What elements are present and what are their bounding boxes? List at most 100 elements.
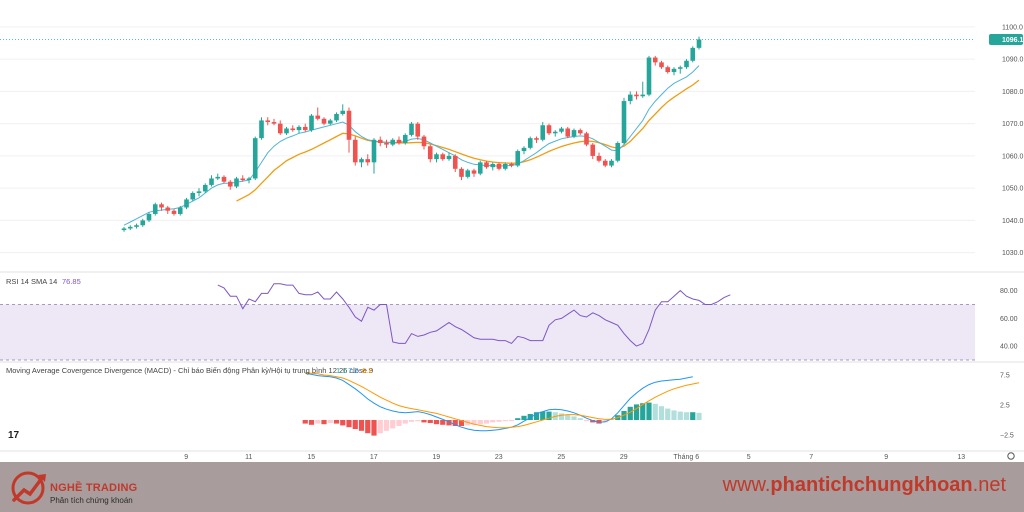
- rsi-tick-label: 40.00: [1000, 344, 1018, 351]
- candle-body: [152, 204, 158, 214]
- candle-body: [465, 170, 471, 177]
- rsi-value: 76.85: [62, 277, 81, 286]
- candle-body: [596, 155, 602, 161]
- macd-histogram-bar: [527, 414, 533, 420]
- macd-histogram-bar: [602, 420, 608, 423]
- macd-histogram-bar: [315, 420, 321, 424]
- macd-tick-label: −2.5: [1000, 433, 1014, 440]
- macd-histogram-bar: [471, 420, 477, 425]
- candle-body: [534, 138, 539, 140]
- macd-histogram-bar: [333, 420, 340, 424]
- candle-body: [302, 126, 308, 131]
- candle-body: [627, 94, 633, 102]
- candle-body: [177, 207, 183, 214]
- candle-body: [509, 163, 514, 166]
- candle-body: [265, 120, 271, 123]
- macd-histogram-bar: [477, 420, 483, 425]
- rsi-pane[interactable]: 40.00 60.00 80.00: [0, 283, 1024, 363]
- candle-body: [690, 47, 696, 61]
- rsi-tick-label: 60.00: [1000, 316, 1018, 323]
- macd-histogram-bar: [308, 420, 315, 425]
- x-tick-label: 9: [884, 454, 888, 461]
- price-pane[interactable]: 1030.0 1040.0 1050.0 1060.0 1070.0 1080.0 1090…: [0, 24, 1024, 273]
- settings-gear-icon[interactable]: [1007, 452, 1015, 460]
- candle-body: [234, 178, 239, 187]
- macd-histogram-bar: [558, 413, 565, 420]
- trading-logo-icon: [11, 471, 46, 505]
- x-tick-label: 29: [620, 454, 628, 461]
- footer-slogan: Phân tích chứng khoán: [50, 496, 133, 505]
- rsi-tick-label: 80.00: [1000, 288, 1018, 295]
- chart-canvas[interactable]: 1030.0 1040.0 1050.0 1060.0 1070.0 1080.0 1090…: [0, 0, 1024, 462]
- price-tick-label: 1030.0: [1002, 250, 1024, 257]
- candle-body: [321, 118, 327, 124]
- macd-histogram-bar: [408, 420, 415, 422]
- macd-histogram-bar: [427, 420, 433, 423]
- x-tick-label: 19: [432, 454, 440, 461]
- candle-body: [190, 192, 196, 200]
- candle-body: [202, 184, 208, 192]
- candle-body: [559, 128, 564, 132]
- candle-body: [671, 68, 677, 73]
- macd-histogram-bar: [646, 402, 652, 420]
- x-tick-label: 13: [957, 454, 965, 461]
- macd-histogram-bar: [658, 406, 665, 420]
- candle-body: [365, 159, 371, 163]
- candle-body: [684, 60, 689, 68]
- macd-histogram-bar: [421, 420, 427, 423]
- candle-body: [196, 191, 202, 193]
- price-tick-label: 1040.0: [1002, 218, 1024, 225]
- macd-histogram-bar: [346, 420, 352, 428]
- candle-body: [409, 123, 414, 135]
- candle-body: [552, 131, 558, 134]
- macd-histogram-bar: [352, 420, 358, 429]
- tradingview-logo[interactable]: 17: [8, 430, 20, 441]
- candle-body: [565, 128, 571, 137]
- candle-body: [421, 136, 427, 147]
- candle-body: [340, 110, 346, 114]
- candle-body: [165, 207, 171, 211]
- x-tick-label: 25: [557, 454, 565, 461]
- candle-body: [146, 213, 152, 221]
- candle-body: [521, 147, 527, 152]
- candle-body: [440, 154, 446, 160]
- candle-body: [352, 139, 358, 163]
- candle-body: [277, 123, 283, 134]
- macd-histogram-bar: [521, 415, 527, 420]
- footer-website-link[interactable]: www.phantichchungkhoan.net: [723, 474, 1006, 497]
- price-tick-label: 1050.0: [1002, 186, 1024, 193]
- macd-histogram-bar: [321, 420, 327, 425]
- macd-histogram-bar: [496, 420, 502, 422]
- macd-histogram-bar: [302, 420, 308, 424]
- candle-body: [677, 67, 683, 69]
- candle-body: [390, 139, 396, 145]
- candle-body: [415, 123, 421, 137]
- candle-body: [296, 126, 302, 131]
- candle-body: [334, 113, 339, 121]
- macd-pane[interactable]: −2.5 2.5 7.5: [302, 372, 1014, 440]
- candle-body: [221, 176, 227, 182]
- macd-histogram-bar: [690, 412, 696, 420]
- candle-body: [246, 178, 252, 181]
- macd-histogram-bar: [383, 420, 390, 431]
- macd-histogram-bar: [633, 404, 640, 420]
- macd-histogram-bar: [596, 420, 602, 424]
- candle-body: [284, 128, 289, 134]
- site-prefix: www.: [722, 474, 771, 496]
- macd-histogram-bar: [502, 420, 508, 422]
- macd-signal-line: [305, 372, 700, 429]
- candle-body: [327, 120, 333, 124]
- price-tick-label: 1080.0: [1002, 89, 1024, 96]
- macd-histogram-bar: [565, 414, 571, 420]
- x-tick-label: 9: [184, 454, 188, 461]
- footer-banner: NGHỀ TRADING Phân tích chứng khoán www.p…: [0, 462, 1024, 512]
- candle-body: [134, 225, 139, 227]
- x-tick-label: 17: [370, 454, 378, 461]
- candle-body: [584, 133, 589, 145]
- macd-histogram-bar: [583, 420, 590, 422]
- candle-body: [490, 163, 496, 168]
- candle-body: [252, 138, 258, 179]
- candle-body: [209, 178, 214, 185]
- macd-tick-label: 7.5: [1000, 373, 1010, 380]
- macd-histogram-bar: [533, 412, 540, 420]
